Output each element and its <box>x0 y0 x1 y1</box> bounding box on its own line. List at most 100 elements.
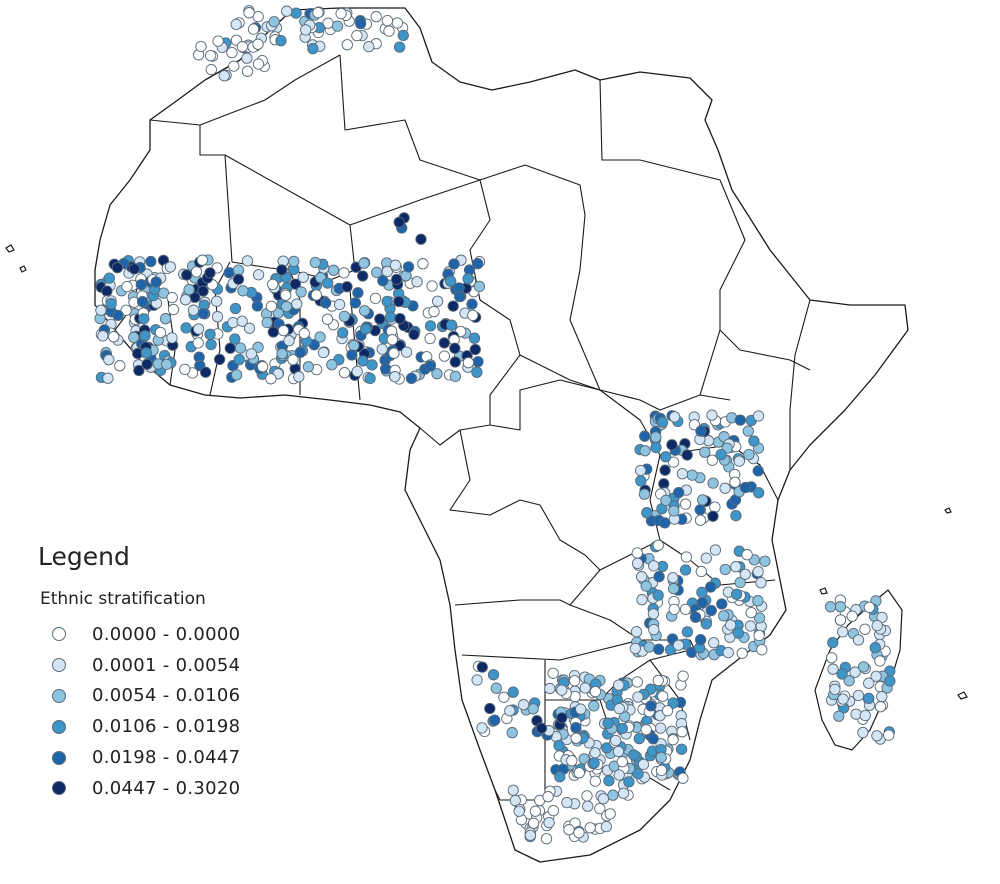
survey-point <box>632 768 644 780</box>
survey-point <box>706 454 718 466</box>
survey-point <box>380 363 392 375</box>
survey-point <box>739 568 751 580</box>
survey-point <box>852 634 865 646</box>
survey-point <box>857 726 869 739</box>
survey-point <box>405 372 418 385</box>
survey-point <box>638 488 651 500</box>
survey-point <box>745 606 757 619</box>
mauritius-island <box>957 691 968 700</box>
legend-swatch-circle <box>52 688 66 703</box>
survey-point <box>384 311 397 323</box>
survey-point <box>105 298 117 310</box>
survey-point <box>320 297 332 309</box>
survey-point <box>252 269 265 281</box>
survey-point <box>677 772 689 784</box>
survey-point <box>446 319 458 331</box>
survey-point <box>490 682 502 694</box>
survey-point <box>358 257 370 269</box>
survey-point <box>121 280 133 293</box>
survey-point <box>366 359 378 371</box>
survey-point <box>166 332 178 344</box>
survey-point <box>874 655 886 667</box>
survey-point <box>859 709 871 722</box>
survey-point <box>709 544 722 556</box>
survey-point <box>604 808 616 820</box>
survey-point <box>197 307 209 320</box>
survey-point <box>668 505 680 517</box>
cape-verde-island <box>5 244 15 253</box>
survey-point <box>759 555 771 567</box>
survey-point <box>498 691 510 703</box>
survey-point <box>291 298 303 310</box>
survey-point <box>573 767 585 779</box>
survey-point <box>386 334 398 346</box>
survey-point <box>826 652 838 664</box>
survey-point <box>101 285 113 297</box>
survey-point <box>616 756 628 768</box>
map-legend: Legend Ethnic stratification 0.0000 - 0.… <box>38 542 240 804</box>
legend-swatch-circle <box>52 750 66 765</box>
survey-point <box>192 323 205 335</box>
survey-point <box>133 364 145 377</box>
survey-point <box>196 254 208 266</box>
survey-point <box>390 273 403 286</box>
survey-point <box>694 634 707 646</box>
survey-point <box>364 372 376 385</box>
survey-point <box>462 356 475 369</box>
survey-point <box>293 371 305 383</box>
survey-point <box>660 451 672 463</box>
survey-point <box>376 343 388 355</box>
legend-swatch-circle <box>52 627 66 642</box>
survey-point <box>554 771 566 783</box>
survey-point <box>846 610 858 622</box>
survey-point <box>672 639 685 651</box>
survey-point <box>393 295 405 308</box>
survey-point <box>180 322 192 334</box>
survey-point <box>179 363 191 376</box>
survey-point <box>741 549 753 561</box>
survey-point <box>594 802 606 815</box>
survey-point <box>653 643 665 655</box>
survey-point <box>466 298 478 310</box>
survey-point <box>543 816 555 829</box>
survey-point <box>850 708 862 720</box>
survey-point <box>578 753 590 765</box>
survey-point <box>252 341 264 353</box>
survey-point <box>469 343 481 356</box>
survey-point <box>276 348 288 360</box>
survey-point <box>229 333 241 345</box>
survey-point <box>187 304 200 316</box>
survey-point <box>544 682 556 695</box>
legend-label: 0.0106 - 0.0198 <box>92 716 241 738</box>
survey-point <box>351 365 363 378</box>
survey-point <box>204 328 216 340</box>
survey-point <box>275 35 287 47</box>
survey-point <box>438 350 451 362</box>
survey-point <box>114 360 126 372</box>
comoros-island <box>819 587 828 595</box>
survey-point <box>730 561 742 573</box>
survey-point <box>472 258 484 270</box>
survey-point <box>438 337 450 349</box>
survey-point <box>341 281 353 293</box>
survey-point <box>354 17 367 30</box>
survey-point <box>667 456 680 468</box>
survey-point <box>112 309 124 322</box>
survey-point <box>226 46 238 59</box>
survey-point <box>449 342 461 354</box>
survey-point <box>869 642 881 654</box>
survey-point <box>716 598 728 610</box>
survey-point <box>393 216 405 228</box>
survey-point <box>447 300 459 312</box>
survey-point <box>277 324 290 337</box>
survey-point <box>230 18 242 31</box>
survey-point <box>679 564 692 576</box>
survey-point <box>597 793 610 805</box>
survey-point <box>236 315 248 327</box>
survey-point <box>630 626 643 638</box>
survey-point <box>610 734 622 747</box>
survey-point <box>321 313 334 325</box>
survey-point <box>468 332 481 344</box>
survey-point <box>640 724 652 736</box>
survey-point <box>641 507 653 519</box>
